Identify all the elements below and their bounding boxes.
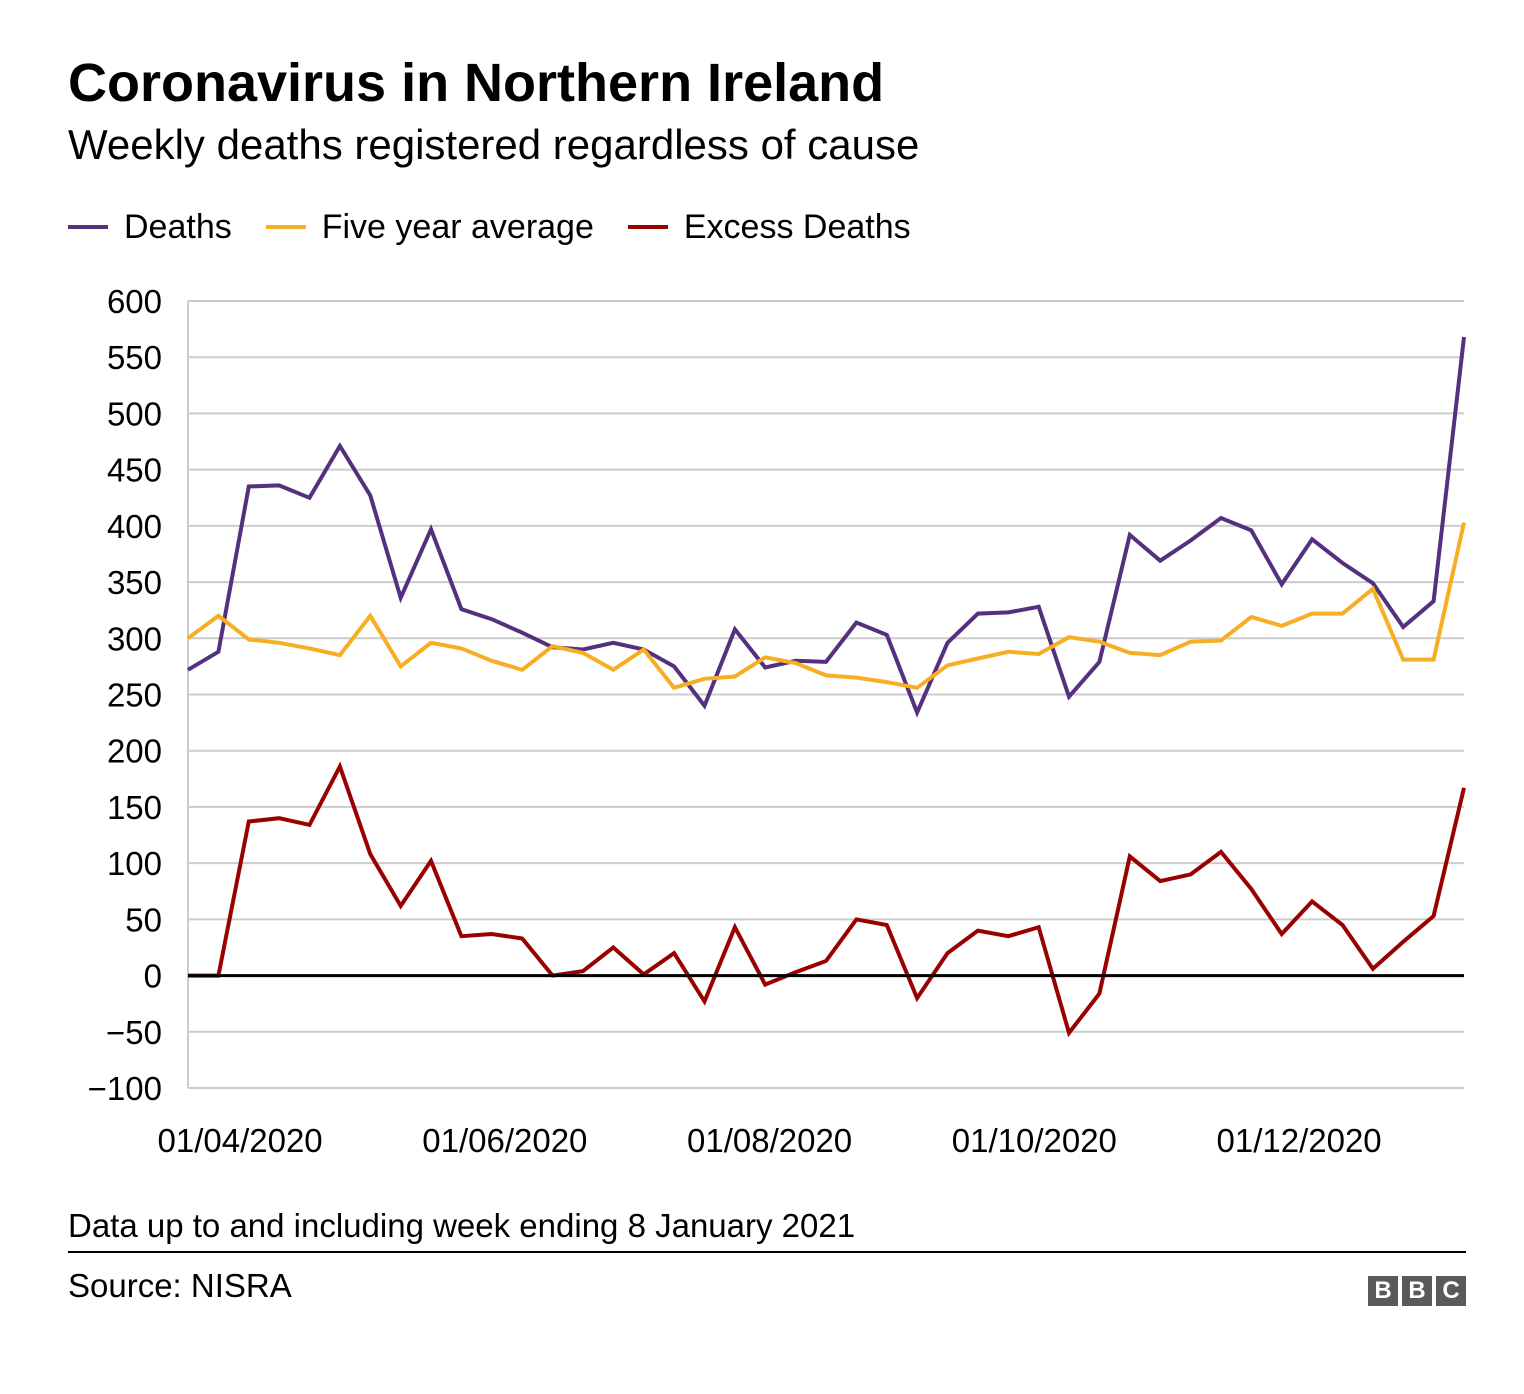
y-tick-label: 550: [107, 339, 162, 376]
y-tick-label: 250: [107, 677, 162, 714]
footer-divider: [68, 1251, 1466, 1253]
source-label: Source: NISRA: [68, 1267, 292, 1304]
legend-label-deaths: Deaths: [124, 207, 232, 246]
x-tick-label: 01/10/2020: [952, 1122, 1117, 1159]
y-tick-label: 150: [107, 789, 162, 826]
y-tick-label: 100: [107, 845, 162, 882]
x-tick-label: 01/08/2020: [687, 1122, 852, 1159]
y-tick-label: −100: [88, 1070, 162, 1107]
y-tick-label: 400: [107, 508, 162, 545]
y-tick-label: 500: [107, 395, 162, 432]
line-chart: 600550500450400350300250200150100500−50−…: [88, 283, 1466, 1159]
x-tick-label: 01/12/2020: [1216, 1122, 1381, 1159]
bbc-logo: B B C: [1368, 1276, 1466, 1306]
series-line-five-year-average: [186, 522, 1466, 691]
x-tick-label: 01/04/2020: [157, 1122, 322, 1159]
bbc-logo-letter: C: [1436, 1276, 1466, 1306]
x-tick-label: 01/06/2020: [422, 1122, 587, 1159]
legend-label-five-year-average: Five year average: [321, 207, 594, 246]
y-tick-label: 200: [107, 733, 162, 770]
series-line-deaths: [186, 336, 1466, 718]
legend-item-five-year-average: Five year average: [265, 207, 594, 247]
legend-item-excess-deaths: Excess Deaths: [627, 207, 911, 247]
y-tick-label: −50: [106, 1014, 162, 1051]
legend: Deaths Five year average Excess Deaths: [68, 203, 945, 251]
legend-label-excess-deaths: Excess Deaths: [683, 207, 911, 246]
y-tick-label: 450: [107, 452, 162, 489]
bbc-logo-letter: B: [1368, 1276, 1398, 1306]
y-tick-label: 0: [144, 958, 162, 995]
legend-item-deaths: Deaths: [68, 208, 232, 247]
data-note: Data up to and including week ending 8 J…: [68, 1207, 856, 1244]
bbc-logo-letter: B: [1402, 1276, 1432, 1306]
chart-title: Coronavirus in Northern Ireland: [68, 53, 885, 113]
legend-swatch-excess-deaths: [627, 225, 668, 229]
y-tick-label: 50: [125, 901, 162, 938]
y-tick-label: 600: [107, 283, 162, 320]
y-tick-label: 350: [107, 564, 162, 601]
series-line-excess-deaths: [188, 761, 1466, 1038]
legend-swatch-deaths: [68, 225, 108, 229]
y-tick-label: 300: [107, 620, 162, 657]
legend-swatch-five-year-average: [265, 225, 306, 229]
chart-subtitle: Weekly deaths registered regardless of c…: [68, 121, 920, 168]
